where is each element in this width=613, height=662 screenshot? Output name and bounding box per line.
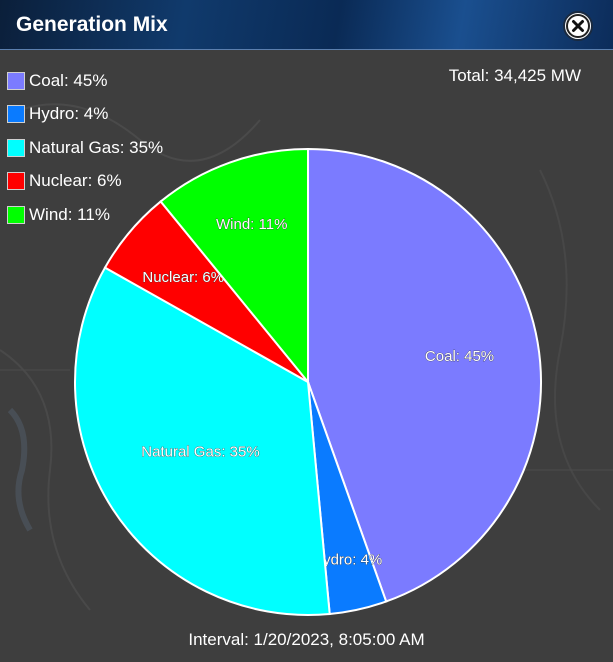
legend-item-coal[interactable]: Coal: 45% (7, 64, 163, 98)
legend-swatch (7, 172, 25, 191)
chart-legend: Coal: 45% Hydro: 4% Natural Gas: 35% Nuc… (7, 64, 163, 232)
legend-label: Hydro: 4% (29, 104, 109, 124)
legend-swatch (7, 105, 25, 124)
legend-item-nuclear[interactable]: Nuclear: 6% (7, 165, 163, 199)
title-bar: Generation Mix (0, 0, 613, 50)
data-label-natural-gas: Natural Gas: 35% (141, 444, 259, 461)
legend-swatch (7, 71, 25, 90)
legend-label: Nuclear: 6% (29, 171, 122, 191)
data-label-coal: Coal: 45% (425, 348, 494, 365)
total-output: Total: 34,425 MW (448, 66, 581, 85)
pie-slice-wind[interactable] (159, 147, 309, 385)
data-label-wind: Wind: 11% (216, 216, 287, 233)
data-label-hydro: Hydro: 4% (312, 551, 382, 568)
close-icon[interactable] (562, 10, 594, 42)
legend-item-natural-gas[interactable]: Natural Gas: 35% (7, 131, 163, 165)
data-label-nuclear: Nuclear: 6% (142, 269, 224, 286)
interval-timestamp: Interval: 1/20/2023, 8:05:00 AM (188, 630, 425, 649)
legend-label: Wind: 11% (29, 204, 110, 224)
legend-item-hydro[interactable]: Hydro: 4% (7, 98, 163, 132)
pie-slice-coal[interactable] (307, 147, 542, 603)
legend-label: Natural Gas: 35% (29, 137, 164, 157)
legend-label: Coal: 45% (29, 70, 108, 90)
legend-item-wind[interactable]: Wind: 11% (7, 198, 163, 232)
window-title: Generation Mix (16, 13, 168, 36)
legend-swatch (7, 205, 25, 224)
legend-swatch (7, 138, 25, 157)
pie-slice-natural-gas[interactable] (74, 266, 331, 616)
